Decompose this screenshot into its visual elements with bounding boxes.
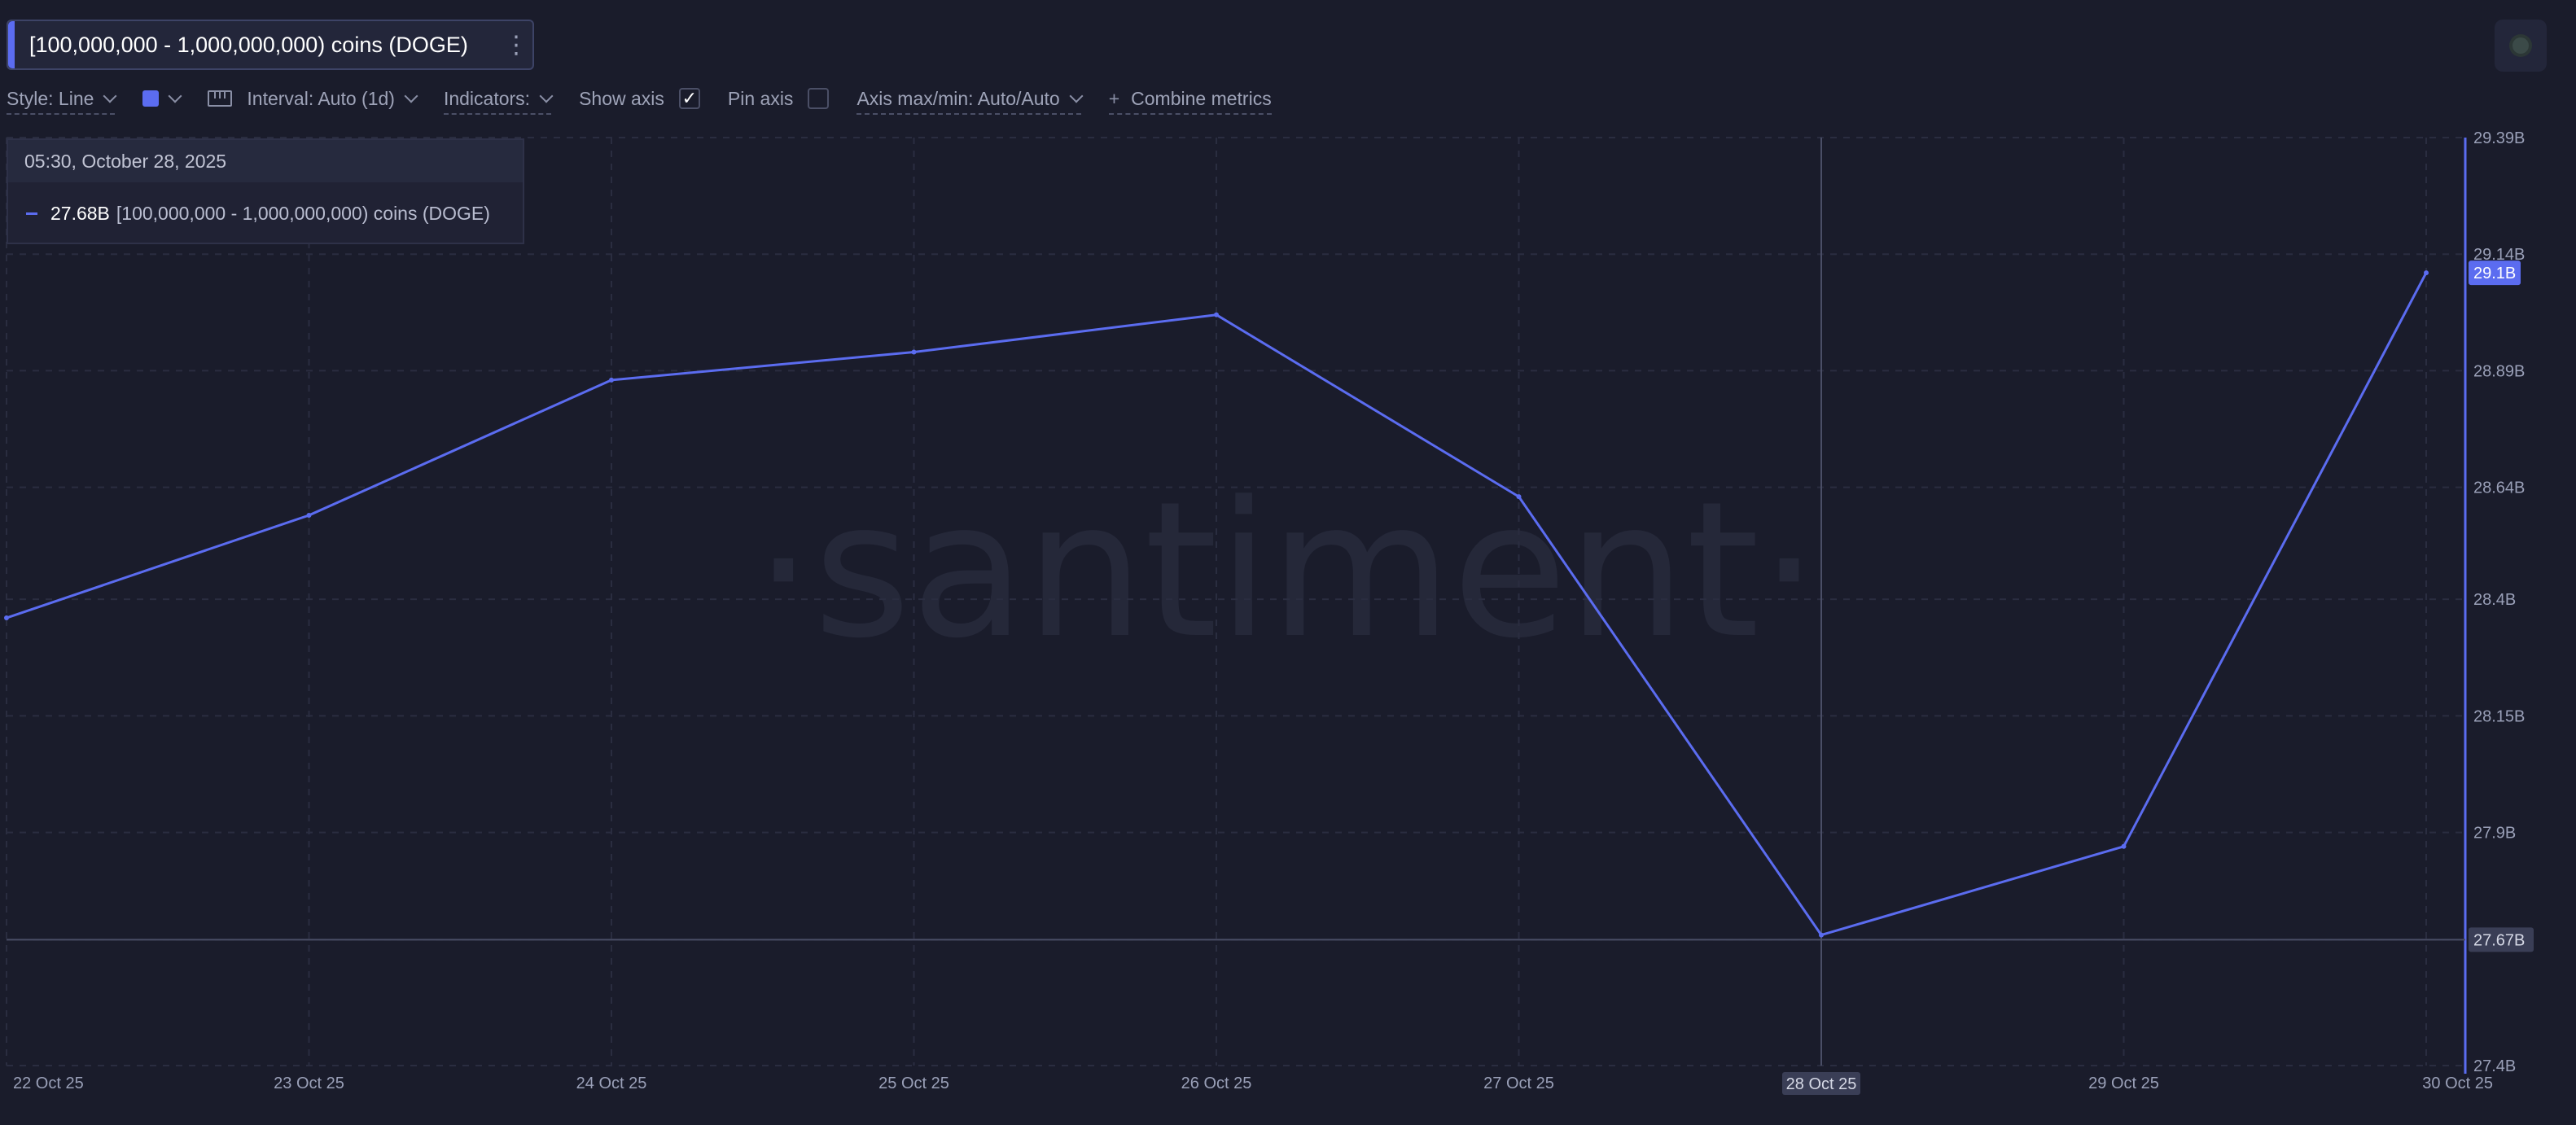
style-dropdown[interactable]: Style: Line xyxy=(7,87,117,115)
x-tick-label: 23 Oct 25 xyxy=(274,1075,344,1092)
show-axis-label: Show axis xyxy=(579,87,664,109)
y-tick-label: 28.15B xyxy=(2473,707,2525,725)
data-point[interactable] xyxy=(1214,312,1219,317)
x-tick-label: 24 Oct 25 xyxy=(576,1075,647,1092)
series-legend-icon xyxy=(26,212,37,215)
y-tick-label: 27.9B xyxy=(2473,825,2516,843)
last-value-badge xyxy=(2469,260,2521,286)
x-tick-label: 25 Oct 25 xyxy=(878,1075,949,1092)
interval-dropdown[interactable]: Interval: Auto (1d) xyxy=(208,87,418,115)
pin-axis-label: Pin axis xyxy=(727,87,794,109)
y-tick-label: 29.39B xyxy=(2473,129,2525,147)
chevron-down-icon xyxy=(539,89,554,103)
data-point[interactable] xyxy=(2424,270,2429,276)
y-tick-label: 28.64B xyxy=(2473,479,2525,497)
combine-metrics-button[interactable]: + Combine metrics xyxy=(1108,87,1272,115)
x-tick-label: 30 Oct 25 xyxy=(2422,1075,2493,1092)
data-point[interactable] xyxy=(306,513,312,519)
data-point[interactable] xyxy=(2121,843,2127,849)
more-options-icon[interactable]: ⋮ xyxy=(504,31,528,59)
chart-toolbar: Style: Line Interval: Auto (1d) Indicato… xyxy=(7,85,1299,117)
tooltip-date: 05:30, October 28, 2025 xyxy=(8,140,523,182)
style-label: Style: Line xyxy=(7,87,94,109)
chevron-down-icon xyxy=(404,89,418,103)
show-axis-checkbox[interactable]: ✓ xyxy=(678,88,700,109)
tooltip-series-name: [100,000,000 - 1,000,000,000) coins (DOG… xyxy=(116,202,490,224)
y-tick-label: 27.4B xyxy=(2473,1057,2516,1075)
x-tick-label: 29 Oct 25 xyxy=(2088,1075,2159,1092)
crosshair-y-label-bg xyxy=(2469,927,2534,952)
combine-metrics-label: Combine metrics xyxy=(1131,87,1272,109)
data-point[interactable] xyxy=(1819,932,1824,938)
axis-maxmin-dropdown[interactable]: Axis max/min: Auto/Auto xyxy=(856,87,1084,115)
color-dropdown[interactable] xyxy=(142,89,182,112)
metric-chip[interactable]: [100,000,000 - 1,000,000,000) coins (DOG… xyxy=(7,20,534,70)
crosshair-y-label: 27.67B xyxy=(2473,931,2525,949)
data-point[interactable] xyxy=(609,377,614,383)
crosshair-x-label-bg xyxy=(1782,1072,1860,1095)
y-tick-label: 28.89B xyxy=(2473,362,2525,380)
metric-color-accent xyxy=(8,21,15,68)
color-swatch-icon xyxy=(142,90,160,107)
last-value-label: 29.1B xyxy=(2473,265,2516,282)
tooltip-row: 27.68B [100,000,000 - 1,000,000,000) coi… xyxy=(8,182,523,244)
line-chart[interactable]: ·santiment· 29.39B 29.14B 28.89B 28.64B 28.4B… xyxy=(0,122,2576,1125)
pin-axis-checkbox[interactable] xyxy=(808,88,830,109)
data-point[interactable] xyxy=(1516,494,1522,500)
status-toggle-button[interactable] xyxy=(2495,20,2547,72)
crosshair-x-label: 28 Oct 25 xyxy=(1786,1075,1857,1093)
show-axis-toggle[interactable]: Show axis ✓ xyxy=(579,88,700,115)
ruler-icon xyxy=(208,90,233,107)
chevron-down-icon xyxy=(103,89,117,103)
indicators-label: Indicators: xyxy=(443,87,531,109)
x-tick-label: 26 Oct 25 xyxy=(1181,1075,1252,1092)
indicators-dropdown[interactable]: Indicators: xyxy=(443,87,554,115)
tooltip-value: 27.68B xyxy=(50,202,110,224)
chevron-down-icon xyxy=(1069,89,1084,103)
y-tick-label: 29.14B xyxy=(2473,246,2525,264)
y-tick-label: 28.4B xyxy=(2473,591,2516,609)
axis-maxmin-label: Axis max/min: Auto/Auto xyxy=(856,87,1060,109)
chevron-down-icon xyxy=(168,89,182,103)
santiment-watermark: ·santiment· xyxy=(754,462,1819,680)
interval-label: Interval: Auto (1d) xyxy=(247,87,395,109)
chart-tooltip: 05:30, October 28, 2025 27.68B [100,000,… xyxy=(7,138,524,244)
plus-icon: + xyxy=(1108,87,1120,109)
data-point[interactable] xyxy=(911,349,917,355)
x-tick-label: 27 Oct 25 xyxy=(1483,1075,1554,1092)
metric-label: [100,000,000 - 1,000,000,000) coins (DOG… xyxy=(29,32,468,57)
pin-axis-toggle[interactable]: Pin axis xyxy=(728,88,830,115)
x-tick-label: 22 Oct 25 xyxy=(13,1075,84,1092)
status-dot-icon xyxy=(2512,37,2529,54)
data-point[interactable] xyxy=(4,615,9,621)
